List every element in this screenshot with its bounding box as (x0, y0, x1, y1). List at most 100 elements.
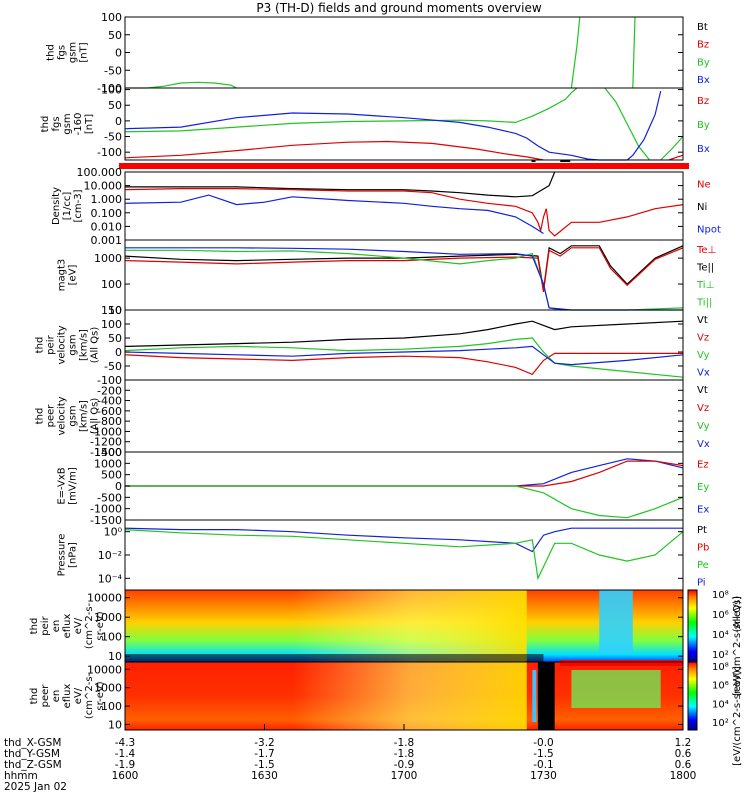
series-Vx (124, 345, 684, 366)
panel-panel_pressure: 10⁰ 10⁻² 10⁻⁴ Pressure [nPa] Pt Pb Pe Pi (57, 519, 709, 591)
spectrogram-region (292, 662, 527, 730)
series-Te|| (124, 245, 684, 290)
y-axis-label: velocity (57, 325, 68, 364)
y-tick-label: 50 (108, 99, 122, 112)
x-tick-label: -3.2 (254, 737, 275, 749)
y-axis-label: (All Qs) (90, 398, 101, 435)
y-tick-label: -1400 (90, 446, 122, 459)
y-axis-label: [nT] (84, 114, 95, 134)
x-axis-block: -4.3-1.4-1.91600-3.2-1.7-1.51630-1.8-1.8… (4, 724, 696, 793)
panel-panel_bar (119, 160, 689, 169)
x-row-label: thd_X-GSM (4, 737, 61, 749)
series-By (632, 16, 636, 89)
x-tick-label: 1600 (112, 770, 139, 782)
series-By (124, 87, 578, 133)
y-tick-label: 0.010 (91, 220, 123, 233)
legend-Ti⊥: Ti⊥ (696, 280, 714, 291)
x-row-label: hhmm (4, 770, 38, 782)
y-axis-label: thd (35, 408, 46, 425)
y-tick-label: -50 (104, 64, 122, 77)
legend-Ey: Ey (697, 482, 709, 493)
spectrogram-band (599, 590, 633, 654)
y-axis-label: gsm (68, 42, 79, 63)
y-tick-label: 10.000 (84, 180, 123, 193)
y-axis-label: -160 (73, 113, 84, 136)
y-axis-label: eV/ (73, 617, 84, 634)
y-tick-label: -100 (97, 82, 122, 95)
spectrogram-floor (125, 654, 544, 662)
panel-frame (124, 87, 684, 161)
y-axis-label: (cm^2-s- (84, 602, 95, 649)
y-tick-label: 1500 (94, 446, 122, 459)
y-axis-label: Pressure (57, 534, 68, 577)
series-Ez (125, 460, 684, 487)
y-tick-label: 500 (101, 469, 122, 482)
legend-Bt: Bt (697, 22, 708, 33)
legend-Vz: Vz (697, 403, 709, 414)
y-tick-label: 1000 (94, 611, 122, 624)
series-Pt (124, 527, 683, 553)
panel-panel_spec_1: 10 100 1000 10000 thd peir en eflux eV/(cm^2-s-s… (29, 589, 684, 663)
legend-Vx: Vx (697, 367, 710, 378)
x-tick-label: -4.3 (115, 737, 136, 749)
y-tick-label: -1500 (90, 514, 122, 527)
panel-panel_fgs_1: -100 -50 0 50 100 thd fgs gsm [nT] Bt Bz By Bx (46, 11, 710, 95)
legend-Vx: Vx (697, 439, 710, 450)
y-tick-label: 10 (108, 304, 122, 317)
colorbar-label: [eV/(cm^2-s-sr-eV)] (732, 666, 743, 766)
y-axis-label: thd (29, 618, 40, 635)
colorbar (687, 589, 698, 663)
series-Te⊥ (124, 247, 684, 292)
legend-Bz: Bz (697, 40, 709, 51)
legend-Pi: Pi (697, 577, 706, 588)
y-axis-label: [km/s] (79, 329, 90, 361)
y-axis-label: thd (35, 337, 46, 354)
series-Vt (124, 320, 684, 347)
y-tick-label: 100.000 (77, 166, 123, 179)
y-tick-label: 1000 (94, 682, 122, 695)
panel-panel_vel_2: -200-400-600-800-1000-1200-1400 thd peer ve… (35, 379, 710, 459)
x-tick-label: -1.8 (394, 748, 415, 760)
y-tick-label: 50 (108, 332, 122, 345)
colorbar-tick-label: 10² (712, 650, 729, 661)
y-axis-label: [cm-3] (73, 189, 84, 222)
y-tick-label: 50 (108, 29, 122, 42)
legend-Vy: Vy (697, 421, 710, 432)
panel-panel_temp: 10 100 1000 magt3 [eV] Te⊥ Te|| Ti⊥ Ti|| (57, 239, 716, 317)
panel-frame (124, 379, 684, 453)
y-axis-label: gsm (68, 334, 79, 355)
x-tick-label: -1.7 (254, 748, 275, 760)
x-tick-label: -0.0 (533, 737, 554, 749)
legend-Ez: Ez (697, 459, 709, 470)
y-tick-label: 100 (101, 11, 122, 24)
y-tick-label: -1000 (90, 503, 122, 516)
y-tick-label: -100 (97, 146, 122, 159)
colorbar-label: [eV/(cm^2-s-sr-eV)] (732, 596, 743, 696)
legend-Te||: Te|| (696, 262, 714, 273)
legend-Npot: Npot (697, 225, 721, 236)
series-Ne (124, 188, 684, 237)
y-tick-label: -50 (104, 360, 122, 373)
series-Pe (124, 529, 684, 581)
y-tick-label: 100 (101, 318, 122, 331)
y-axis-label: gsm (68, 405, 79, 426)
colorbar-tick-label: 10⁸ (712, 662, 729, 673)
y-axis-label: en (51, 620, 62, 633)
x-tick-label: 1630 (251, 770, 278, 782)
y-tick-label: 1.000 (91, 193, 123, 206)
y-axis-label: eV/ (73, 687, 84, 704)
y-axis-label: eflux (62, 614, 73, 639)
spectrogram-top-band (560, 660, 683, 666)
y-axis-label: sr-eV) (95, 681, 106, 710)
series-By (604, 87, 650, 161)
y-tick-label: 100 (101, 278, 122, 291)
x-tick-label: -1.4 (115, 748, 136, 760)
legend-Ne: Ne (697, 179, 711, 190)
panel-frame (124, 16, 684, 89)
colorbar-tick-label: 10⁴ (712, 630, 729, 641)
colorbar-tick-label: 10⁴ (712, 699, 729, 710)
